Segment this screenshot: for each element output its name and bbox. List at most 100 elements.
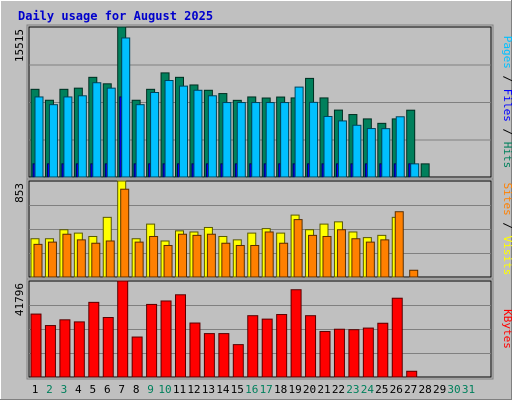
- bar-pages-day-19: [294, 86, 304, 178]
- x-tick-label-day-27: 27: [404, 383, 417, 396]
- series-kbytes: [30, 280, 418, 378]
- panel-bottom: 41796 KBytes: [13, 278, 512, 380]
- bar-kbytes-day-6: [102, 317, 114, 378]
- bar-kbytes-day-16: [247, 315, 259, 378]
- bar-kbytes-day-11: [175, 294, 186, 378]
- bar-kbytes-day-8: [131, 336, 143, 378]
- x-tick-label-day-12: 12: [187, 383, 200, 396]
- bar-kbytes-day-13: [203, 333, 215, 378]
- bar-sites-day-12: [192, 234, 202, 278]
- x-tick-label-day-29: 29: [433, 383, 446, 396]
- bar-pages-day-17: [265, 102, 275, 178]
- bar-sites-day-18: [279, 242, 289, 278]
- bar-pages-day-5: [92, 82, 102, 178]
- bar-hits-day-28: [420, 163, 430, 178]
- bar-pages-day-4: [77, 95, 87, 178]
- x-tick-label-day-9: 9: [147, 383, 154, 396]
- legend-pages: Pages: [501, 36, 512, 69]
- bar-kbytes-day-7: [117, 280, 129, 378]
- bar-pages-day-26: [395, 116, 405, 178]
- legend-hits: Hits: [501, 142, 512, 169]
- x-tick-label-day-13: 13: [202, 383, 215, 396]
- bar-sites-day-5: [91, 242, 101, 278]
- bar-pages-day-2: [48, 104, 58, 178]
- bar-pages-day-1: [34, 96, 44, 178]
- bar-sites-day-4: [76, 239, 86, 278]
- bar-pages-day-8: [135, 104, 145, 178]
- bar-kbytes-day-20: [305, 315, 317, 378]
- bar-kbytes-day-14: [218, 333, 230, 378]
- x-tick-label-day-24: 24: [361, 383, 375, 396]
- bar-kbytes-day-17: [261, 318, 273, 378]
- x-tick-label-day-17: 17: [260, 383, 273, 396]
- x-tick-label-day-5: 5: [89, 383, 96, 396]
- bar-pages-day-23: [352, 124, 362, 178]
- bar-sites-day-26: [394, 211, 404, 278]
- legend-separator: /: [501, 69, 512, 89]
- bar-sites-day-27: [409, 269, 419, 278]
- bar-kbytes-day-22: [333, 328, 345, 378]
- bar-sites-day-16: [250, 244, 260, 278]
- bar-kbytes-day-15: [232, 344, 244, 378]
- bar-sites-day-15: [235, 244, 245, 278]
- bar-sites-day-8: [134, 241, 144, 278]
- bar-pages-day-12: [193, 89, 203, 178]
- bar-kbytes-day-12: [189, 322, 201, 378]
- bar-pages-day-22: [337, 120, 347, 178]
- series-sites: [33, 188, 419, 278]
- chart-title: Daily usage for August 2025: [18, 9, 213, 23]
- bar-pages-day-10: [164, 80, 174, 178]
- bar-kbytes-day-1: [30, 313, 42, 378]
- bar-sites-day-9: [149, 235, 159, 278]
- x-tick-label-day-22: 22: [332, 383, 345, 396]
- x-tick-label-day-10: 10: [158, 383, 171, 396]
- bar-pages-day-7: [121, 37, 131, 178]
- bar-pages-day-27: [410, 163, 420, 178]
- panel-bottom-ymax-label: 41796: [13, 283, 26, 316]
- chart-panels: 15515 Pages / Files / Hits 853 Sites / Visi…: [13, 24, 512, 380]
- x-tick-label-day-7: 7: [118, 383, 125, 396]
- bar-pages-day-9: [150, 92, 160, 178]
- bar-sites-day-1: [33, 243, 43, 278]
- x-tick-label-day-16: 16: [245, 383, 258, 396]
- legend-separator: /: [501, 216, 512, 236]
- x-tick-label-day-30: 30: [447, 383, 460, 396]
- x-tick-label-day-31: 31: [462, 383, 475, 396]
- legend-kbytes: KBytes: [501, 309, 512, 349]
- bar-pages-day-18: [280, 102, 290, 178]
- x-tick-label-day-11: 11: [173, 383, 186, 396]
- x-tick-label-day-1: 1: [32, 383, 39, 396]
- bar-sites-day-11: [178, 233, 187, 278]
- bar-pages-day-21: [323, 115, 333, 178]
- bar-sites-day-25: [380, 239, 390, 278]
- bar-kbytes-day-9: [146, 303, 158, 378]
- bar-pages-day-15: [236, 102, 246, 178]
- x-tick-label-day-23: 23: [346, 383, 359, 396]
- bar-sites-day-14: [221, 242, 231, 278]
- bar-sites-day-19: [293, 219, 303, 278]
- x-tick-label-day-28: 28: [419, 383, 432, 396]
- bar-sites-day-6: [105, 240, 115, 278]
- x-tick-label-day-4: 4: [75, 383, 82, 396]
- bar-sites-day-10: [163, 244, 173, 278]
- legend-separator: /: [501, 122, 512, 142]
- x-tick-label-day-14: 14: [216, 383, 230, 396]
- x-tick-label-day-6: 6: [104, 383, 111, 396]
- bar-kbytes-day-26: [391, 297, 403, 378]
- bar-pages-day-25: [381, 128, 391, 178]
- bar-pages-day-13: [207, 95, 217, 178]
- bar-kbytes-day-18: [276, 314, 288, 378]
- x-tick-label-day-19: 19: [288, 383, 301, 396]
- bar-sites-day-3: [62, 233, 72, 278]
- bar-sites-day-7: [120, 188, 130, 278]
- panel-top: 15515 Pages / Files / Hits: [13, 24, 512, 180]
- bar-kbytes-day-23: [348, 329, 360, 378]
- panel-middle-legend: Sites / Visits: [501, 183, 512, 276]
- x-tick-label-day-3: 3: [61, 383, 68, 396]
- x-tick-label-day-26: 26: [390, 383, 403, 396]
- bar-pages-day-14: [222, 102, 232, 178]
- bar-sites-day-17: [264, 231, 274, 278]
- x-tick-label-day-18: 18: [274, 383, 287, 396]
- bar-sites-day-13: [206, 233, 216, 278]
- bar-kbytes-day-10: [160, 300, 172, 378]
